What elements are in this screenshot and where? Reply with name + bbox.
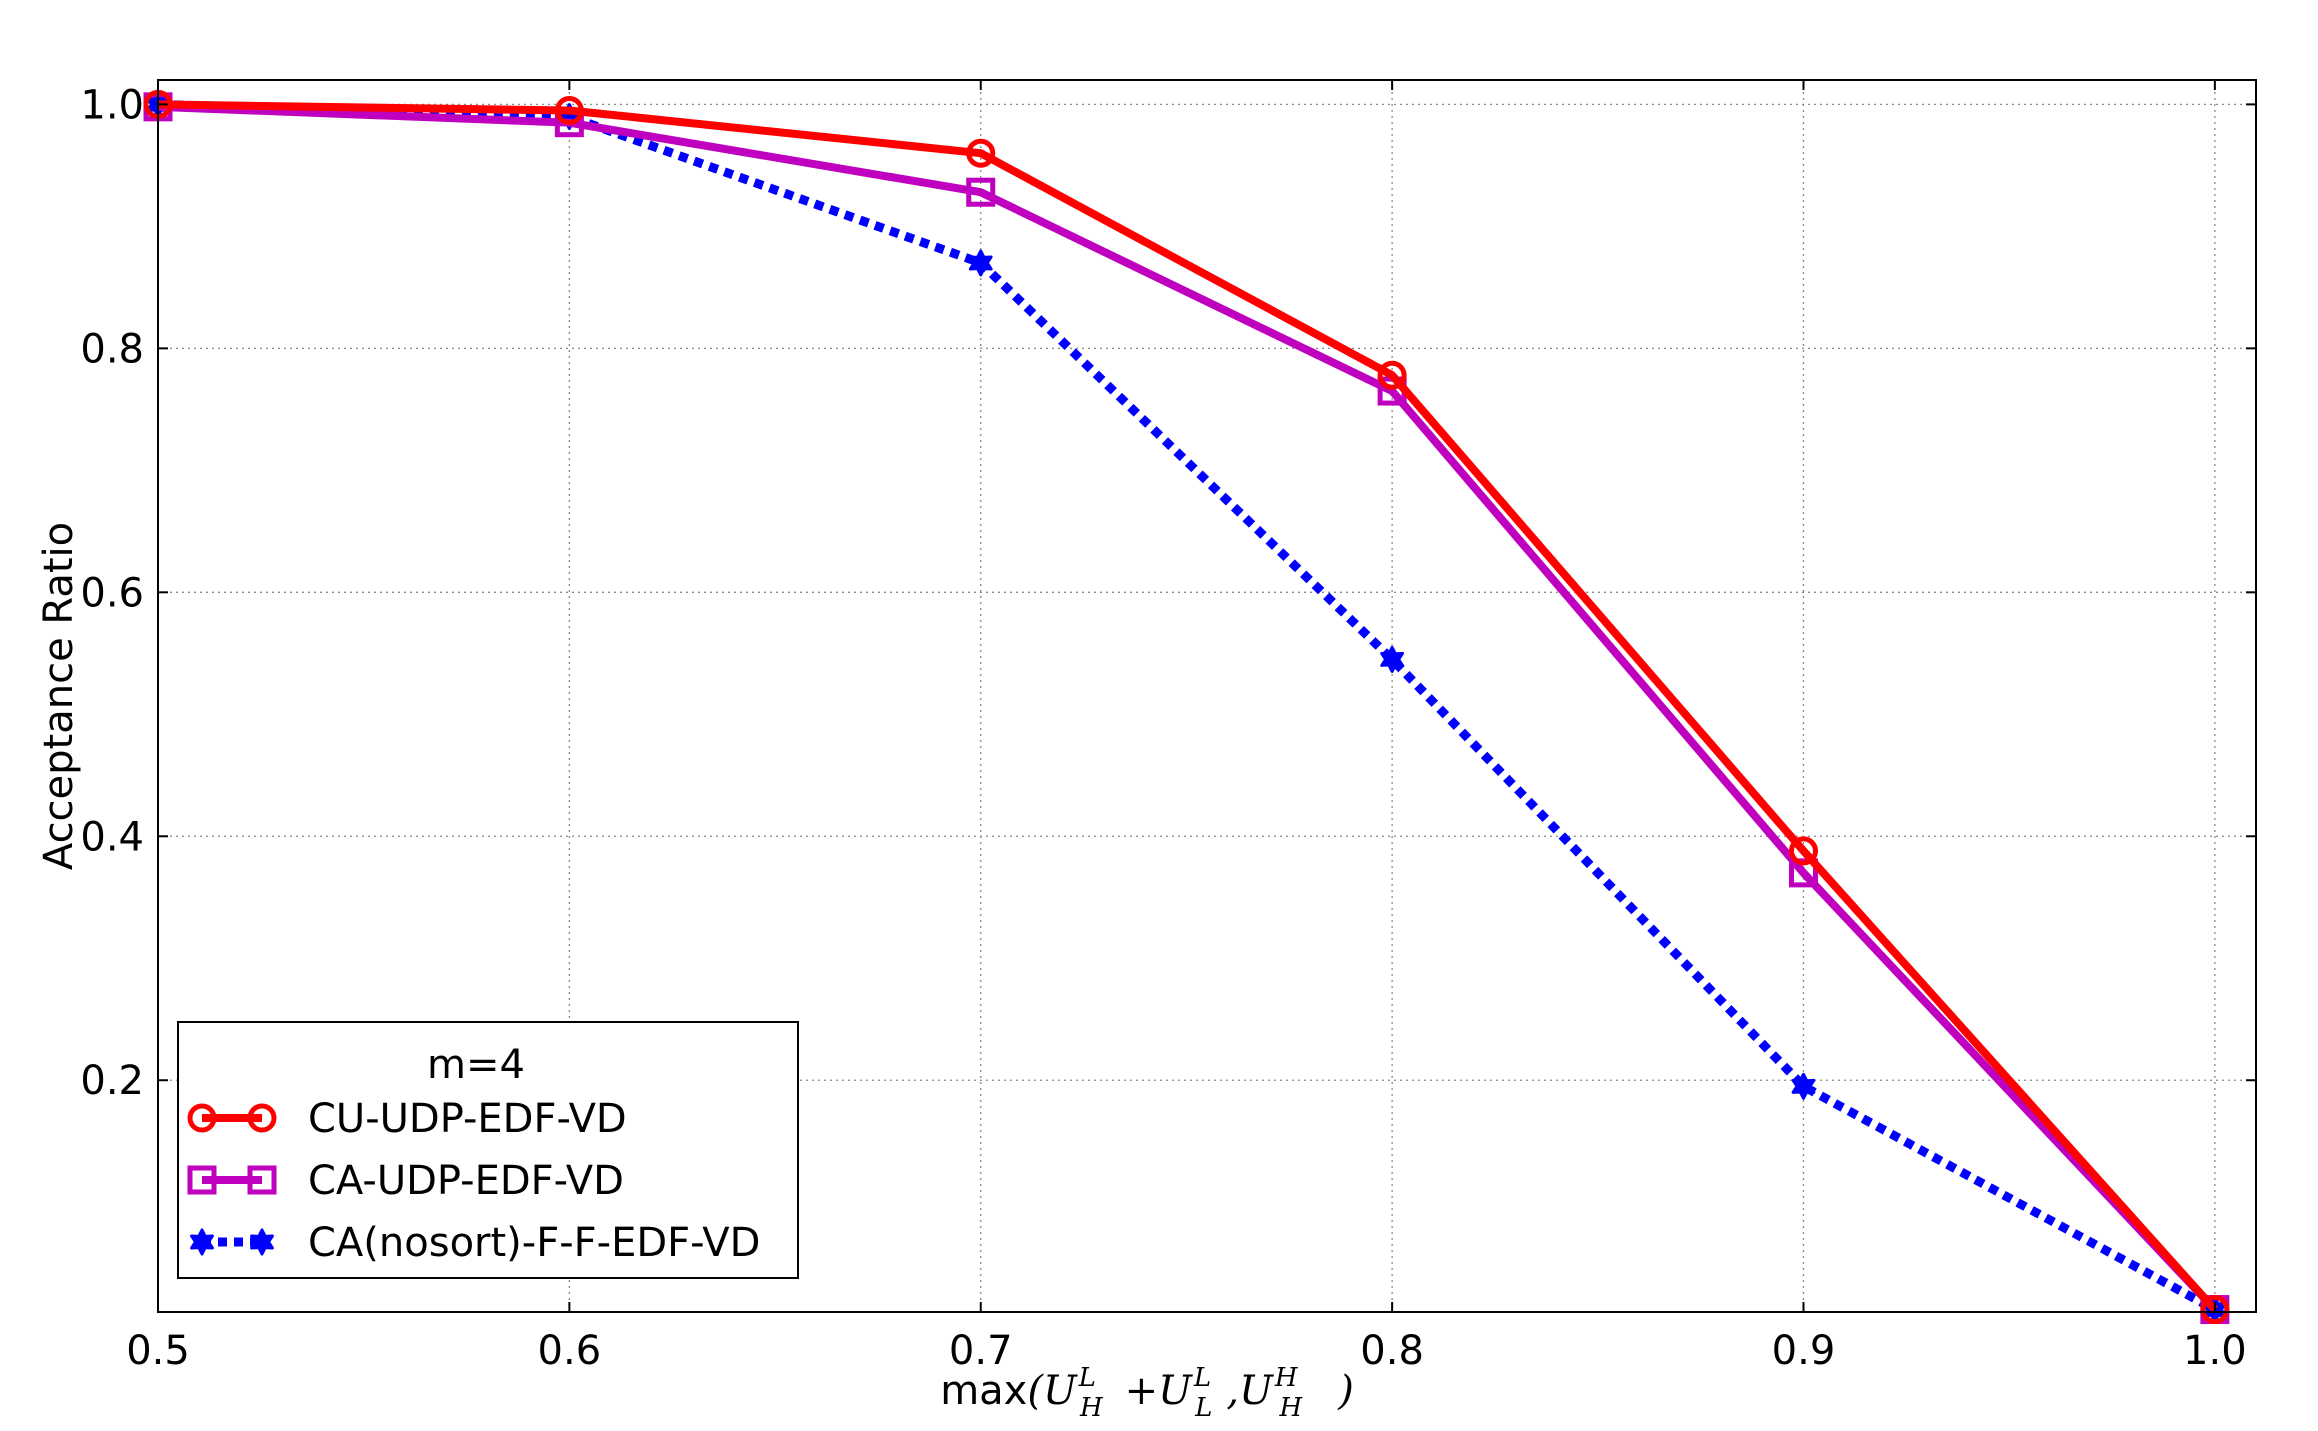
y-axis-label: Acceptance Ratio [36,522,82,870]
x-label-u1-sup: L [1078,1363,1096,1393]
label-layer: Acceptance Ratio max(UL H +UL L ,UH H) [36,522,1354,1423]
legend-entries: CU-UDP-EDF-VD CA-UDP-EDF-VD CA(nosort)-F-F… [187,1096,760,1266]
y-tick-label: 0.8 [80,326,144,372]
data-point [1380,645,1405,673]
legend-marker [187,1165,217,1195]
x-tick-label: 0.6 [538,1328,602,1374]
series-line [157,102,2218,1313]
x-label-u3: U [1239,1368,1274,1414]
legend-label: CA-UDP-EDF-VD [308,1158,624,1204]
x-tick-label: 1.0 [2183,1328,2247,1374]
series-layer [143,89,2230,1325]
x-tick-label: 0.7 [949,1328,1013,1374]
data-point [966,138,996,168]
legend-marker [190,1228,214,1256]
y-tick-label: 1.0 [80,82,144,128]
legend-title: m=4 [427,1042,525,1088]
x-tick-label: 0.9 [1772,1328,1836,1374]
series-line [157,100,2218,1313]
x-label-plus: + [1125,1368,1159,1414]
legend: m=4 CU-UDP-EDF-VD CA-UDP-EDF-VD CA(nosort)… [177,1021,799,1279]
x-tick-label: 0.8 [1360,1328,1424,1374]
legend-label: CU-UDP-EDF-VD [308,1096,627,1142]
x-label-u1: U [1043,1368,1078,1414]
x-label-u1-sub: H [1079,1393,1104,1423]
legend-label: CA(nosort)-F-F-EDF-VD [308,1220,760,1266]
data-point [1791,1072,1816,1100]
tick-layer: 0.5 0.6 0.7 0.8 0.9 1.0 0.2 0.4 0.6 0.8 1.0 [80,80,2256,1374]
y-tick-label: 0.4 [80,814,144,860]
legend-marker [247,1165,277,1195]
x-label-u3-sup: H [1274,1363,1299,1393]
x-label-u2-sub: L [1194,1393,1212,1423]
data-point [1377,360,1407,390]
data-point [1788,836,1818,866]
legend-marker [187,1103,217,1133]
legend-entry: CU-UDP-EDF-VD [187,1096,627,1142]
series-line [157,99,2218,1314]
y-tick-label: 0.6 [80,570,144,616]
x-label-u2: U [1158,1368,1193,1414]
x-label-prefix: max [940,1368,1027,1414]
legend-box [177,1021,799,1279]
data-point [966,177,996,207]
data-point [2200,1295,2230,1325]
x-label-close-paren: ) [1337,1368,1354,1414]
legend-entry: CA-UDP-EDF-VD [187,1158,624,1204]
data-point [968,249,993,277]
x-label-u3-sub: H [1279,1393,1304,1423]
x-label-open-paren: ( [1027,1368,1044,1414]
plot-frame [157,79,2257,1313]
series-0 [143,89,2230,1325]
x-axis-label: max(UL H +UL L ,UH H) [940,1363,1354,1423]
x-label-comma: , [1226,1368,1239,1414]
legend-marker [250,1228,274,1256]
legend-marker [247,1103,277,1133]
y-tick-label: 0.2 [80,1058,144,1104]
data-point [554,95,584,125]
x-tick-label: 0.5 [126,1328,190,1374]
x-label-u2-sup: L [1193,1363,1211,1393]
legend-entry: CA(nosort)-F-F-EDF-VD [190,1220,760,1266]
